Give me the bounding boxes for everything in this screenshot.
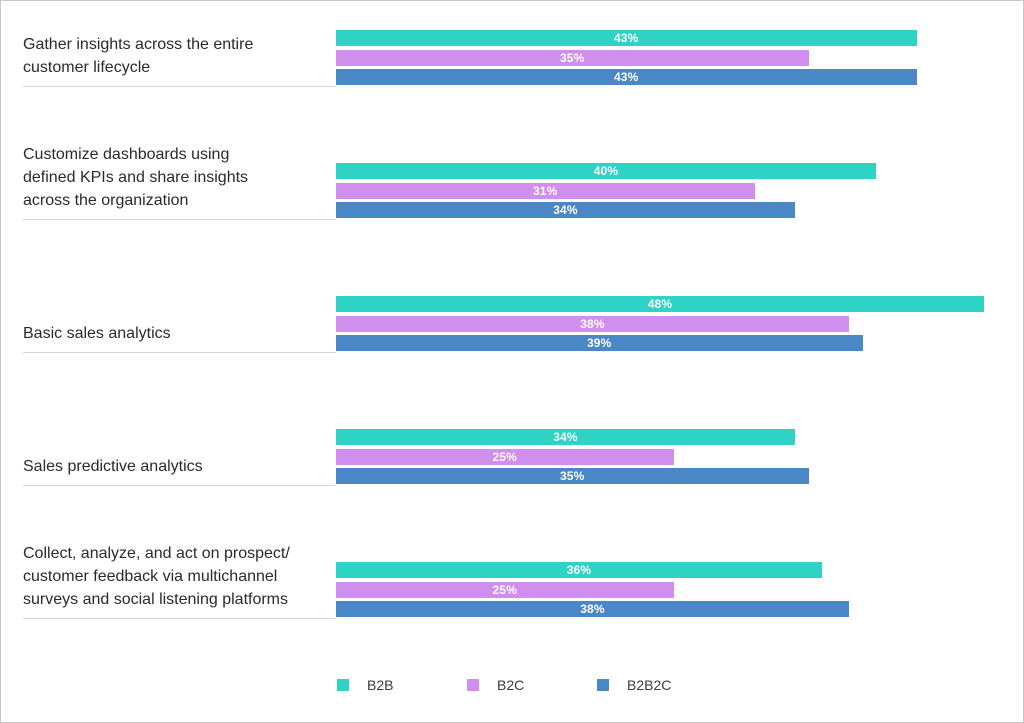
bar-value-label: 39% bbox=[586, 336, 612, 350]
category-divider bbox=[23, 485, 336, 486]
legend-swatch bbox=[467, 679, 479, 691]
bar-value-label: 35% bbox=[559, 469, 585, 483]
bar-value-label: 48% bbox=[647, 297, 673, 311]
bar-value-label: 38% bbox=[580, 602, 605, 616]
category-divider bbox=[23, 219, 336, 220]
legend-item-b2b: B2B bbox=[337, 677, 393, 693]
bar-b2c: 25% bbox=[336, 581, 674, 598]
legend-label: B2C bbox=[497, 677, 525, 693]
bar-value-label: 25% bbox=[492, 582, 518, 597]
category-divider bbox=[23, 86, 336, 87]
bar-value-label: 35% bbox=[559, 50, 585, 65]
legend-label: B2B bbox=[367, 677, 394, 693]
bar-value-label: 40% bbox=[593, 164, 619, 178]
category-divider bbox=[23, 618, 336, 619]
bar-value-label: 34% bbox=[553, 430, 578, 444]
bar-b2b2c: 38% bbox=[336, 601, 849, 617]
bar-b2b2c: 43% bbox=[336, 69, 917, 85]
legend-swatch bbox=[337, 679, 349, 691]
bar-b2b: 36% bbox=[336, 562, 822, 578]
bar-b2b: 34% bbox=[336, 429, 795, 445]
bar-b2b2c: 34% bbox=[336, 202, 795, 218]
bar-b2b2c: 35% bbox=[336, 468, 809, 484]
bar-value-label: 31% bbox=[532, 183, 558, 198]
bar-value-label: 43% bbox=[613, 70, 639, 84]
bar-value-label: 36% bbox=[566, 563, 592, 577]
legend-item-b2c: B2C bbox=[467, 677, 524, 693]
category-divider bbox=[23, 352, 336, 353]
bar-b2c: 35% bbox=[336, 49, 809, 66]
category-label: Gather insights across the entire custom… bbox=[23, 36, 254, 76]
category-label: Collect, analyze, and act on prospect/ c… bbox=[23, 545, 290, 608]
bar-value-label: 38% bbox=[580, 316, 605, 331]
bar-b2b: 48% bbox=[336, 296, 984, 312]
category-label: Sales predictive analytics bbox=[23, 458, 203, 475]
bar-value-label: 43% bbox=[613, 31, 639, 45]
bar-b2c: 31% bbox=[336, 182, 755, 199]
bar-value-label: 25% bbox=[492, 449, 518, 464]
bar-b2c: 25% bbox=[336, 448, 674, 465]
bar-b2c: 38% bbox=[336, 315, 849, 332]
legend-swatch bbox=[597, 679, 609, 691]
category-label: Basic sales analytics bbox=[23, 325, 171, 342]
legend-label: B2B2C bbox=[627, 677, 672, 693]
bar-b2b2c: 39% bbox=[336, 335, 863, 351]
category-label: Customize dashboards using defined KPIs … bbox=[23, 146, 249, 209]
bar-b2b: 40% bbox=[336, 163, 876, 179]
bar-value-label: 34% bbox=[553, 203, 578, 217]
legend-item-b2b2c: B2B2C bbox=[597, 677, 671, 693]
bar-b2b: 43% bbox=[336, 30, 917, 46]
